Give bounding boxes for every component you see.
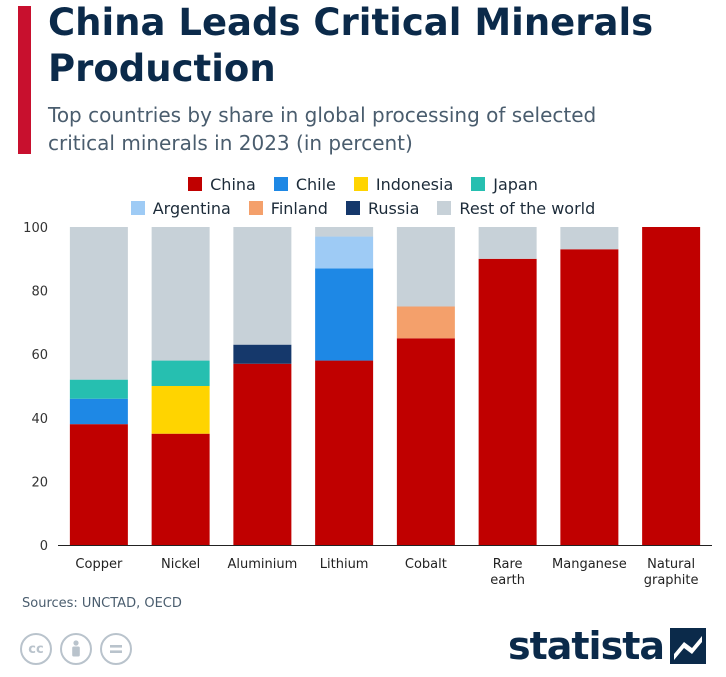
bar-segment-rest-of-the-world (233, 227, 292, 345)
bar-segment-rest-of-the-world (151, 227, 210, 361)
bar-segment-rest-of-the-world (396, 227, 455, 307)
legend-swatch (188, 177, 203, 191)
y-tick-label: 0 (40, 539, 48, 554)
legend-label: Russia (367, 198, 420, 218)
legend-item-indonesia: Indonesia (353, 174, 454, 194)
legend-label: Finland (270, 198, 328, 218)
bar-segment-argentina (315, 236, 374, 269)
legend-swatch (471, 177, 486, 191)
legend-item-china: China (188, 175, 256, 194)
stacked-bar-chart: 0 20 40 60 80 100 Copper Nickel Aluminium Lithium… (23, 221, 712, 588)
bar-segment-china (396, 338, 455, 545)
legend-row: China Chile Indonesia Japan (0, 172, 726, 196)
x-category-label: Cobalt (405, 557, 447, 572)
bar-segment-rest-of-the-world (560, 227, 619, 250)
cc-icon[interactable]: cc (20, 633, 52, 665)
legend-item-argentina: Argentina (130, 198, 231, 218)
x-category-label: Nickel (161, 557, 200, 572)
x-category-label: earth (490, 573, 525, 588)
bar-segment-japan (69, 379, 128, 399)
legend-swatch (273, 177, 288, 191)
legend-swatch (248, 201, 263, 215)
y-tick-label: 100 (23, 221, 48, 236)
sources-note: Sources: UNCTAD, OECD (22, 596, 182, 611)
chart-title: China Leads Critical Minerals Production (48, 1, 654, 90)
x-category-label: Rare (493, 557, 523, 572)
statista-logo-icon (670, 628, 706, 664)
bar-segment-chile (315, 268, 374, 361)
statista-wordmark: statista (507, 624, 665, 668)
x-category-label: Natural (647, 557, 695, 572)
legend-item-russia: Russia (345, 198, 420, 218)
legend-swatch (130, 201, 145, 215)
legend-label: Japan (493, 174, 538, 194)
bar-segment-finland (396, 306, 455, 339)
bar-segment-china (233, 363, 292, 545)
y-tick-label: 60 (31, 348, 48, 363)
legend-label: China (210, 174, 256, 194)
chart-subtitle: Top countries by share in global process… (48, 103, 597, 155)
bar-segment-china (560, 249, 619, 545)
y-tick-label: 80 (31, 285, 48, 300)
y-tick-label: 40 (31, 412, 48, 427)
bar-segment-russia (233, 344, 292, 364)
legend-row: Argentina Finland Russia Rest of the world (0, 196, 726, 220)
bar-segment-china (151, 433, 210, 545)
x-category-label: Lithium (320, 557, 369, 572)
bar-segment-china (69, 424, 128, 545)
legend-item-finland: Finland (248, 198, 328, 218)
legend-swatch (345, 201, 360, 215)
bar-segment-rest-of-the-world (315, 227, 374, 237)
legend-item-rest-of-the-world: Rest of the world (437, 199, 595, 218)
y-tick-label: 20 (31, 475, 48, 490)
bar-segment-chile (69, 398, 128, 425)
no-derivatives-icon[interactable] (100, 633, 132, 665)
legend-swatch (437, 201, 452, 215)
bar-segment-rest-of-the-world (478, 227, 537, 259)
x-category-label: Aluminium (227, 557, 297, 572)
x-category-label: Manganese (552, 557, 627, 572)
bar-segment-china (642, 227, 701, 545)
attribution-icon[interactable] (60, 633, 92, 665)
chart-legend: China Chile Indonesia Japan Argentina Finland… (0, 172, 726, 220)
title-accent-bar (18, 6, 31, 154)
bar-segment-rest-of-the-world (69, 227, 128, 380)
x-category-label: graphite (644, 573, 699, 588)
x-category-label: Copper (75, 557, 123, 572)
legend-swatch (353, 177, 368, 191)
legend-item-chile: Chile (273, 174, 336, 194)
legend-label: Indonesia (375, 174, 454, 194)
legend-item-japan: Japan (471, 175, 538, 194)
bar-segment-china (315, 360, 374, 545)
bar-segment-japan (151, 360, 210, 386)
legend-label: Argentina (152, 198, 231, 218)
bar-segment-indonesia (151, 386, 210, 434)
statista-logo[interactable]: statista (508, 626, 706, 666)
legend-label: Rest of the world (459, 198, 596, 218)
legend-label: Chile (295, 174, 336, 194)
license-icons: cc (20, 633, 140, 665)
bar-segment-china (478, 258, 537, 545)
